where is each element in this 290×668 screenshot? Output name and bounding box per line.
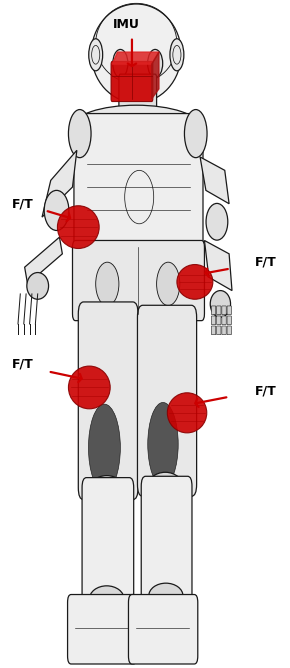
FancyBboxPatch shape bbox=[141, 476, 192, 605]
FancyBboxPatch shape bbox=[211, 316, 216, 325]
Ellipse shape bbox=[206, 204, 228, 240]
Ellipse shape bbox=[91, 4, 181, 103]
FancyBboxPatch shape bbox=[111, 61, 153, 102]
FancyBboxPatch shape bbox=[222, 326, 226, 335]
Ellipse shape bbox=[88, 404, 120, 491]
Ellipse shape bbox=[149, 583, 183, 609]
FancyBboxPatch shape bbox=[137, 305, 197, 496]
Polygon shape bbox=[204, 240, 232, 291]
Polygon shape bbox=[25, 237, 62, 284]
Ellipse shape bbox=[157, 263, 180, 306]
FancyBboxPatch shape bbox=[217, 326, 221, 335]
Ellipse shape bbox=[89, 39, 103, 71]
FancyBboxPatch shape bbox=[222, 316, 226, 325]
Polygon shape bbox=[112, 52, 159, 64]
Ellipse shape bbox=[146, 472, 184, 506]
FancyBboxPatch shape bbox=[74, 114, 203, 264]
FancyBboxPatch shape bbox=[227, 306, 231, 315]
Text: F/T: F/T bbox=[255, 255, 277, 269]
FancyBboxPatch shape bbox=[217, 316, 221, 325]
FancyBboxPatch shape bbox=[78, 302, 138, 500]
FancyBboxPatch shape bbox=[211, 326, 216, 335]
Ellipse shape bbox=[113, 49, 128, 77]
Ellipse shape bbox=[68, 366, 110, 409]
FancyBboxPatch shape bbox=[222, 306, 226, 315]
FancyBboxPatch shape bbox=[211, 306, 216, 315]
FancyBboxPatch shape bbox=[119, 74, 157, 113]
Polygon shape bbox=[42, 150, 77, 217]
Ellipse shape bbox=[44, 190, 69, 230]
Ellipse shape bbox=[170, 39, 184, 71]
Ellipse shape bbox=[184, 110, 207, 158]
FancyBboxPatch shape bbox=[72, 240, 204, 321]
Ellipse shape bbox=[68, 110, 91, 158]
FancyBboxPatch shape bbox=[227, 316, 231, 325]
FancyBboxPatch shape bbox=[82, 478, 134, 608]
Ellipse shape bbox=[148, 49, 163, 77]
FancyBboxPatch shape bbox=[128, 595, 198, 664]
Ellipse shape bbox=[27, 273, 49, 299]
Text: F/T: F/T bbox=[12, 197, 33, 210]
FancyBboxPatch shape bbox=[217, 306, 221, 315]
Ellipse shape bbox=[96, 263, 119, 306]
Ellipse shape bbox=[177, 265, 213, 299]
Ellipse shape bbox=[167, 393, 207, 433]
Polygon shape bbox=[200, 157, 229, 204]
Ellipse shape bbox=[210, 291, 231, 317]
Ellipse shape bbox=[72, 105, 200, 149]
Ellipse shape bbox=[57, 206, 99, 248]
FancyBboxPatch shape bbox=[227, 326, 231, 335]
Text: F/T: F/T bbox=[255, 384, 277, 397]
Polygon shape bbox=[152, 52, 159, 99]
Text: IMU: IMU bbox=[113, 18, 139, 31]
Text: F/T: F/T bbox=[12, 357, 33, 371]
FancyBboxPatch shape bbox=[68, 595, 137, 664]
Ellipse shape bbox=[87, 476, 126, 510]
Ellipse shape bbox=[148, 402, 178, 486]
Ellipse shape bbox=[89, 586, 124, 613]
